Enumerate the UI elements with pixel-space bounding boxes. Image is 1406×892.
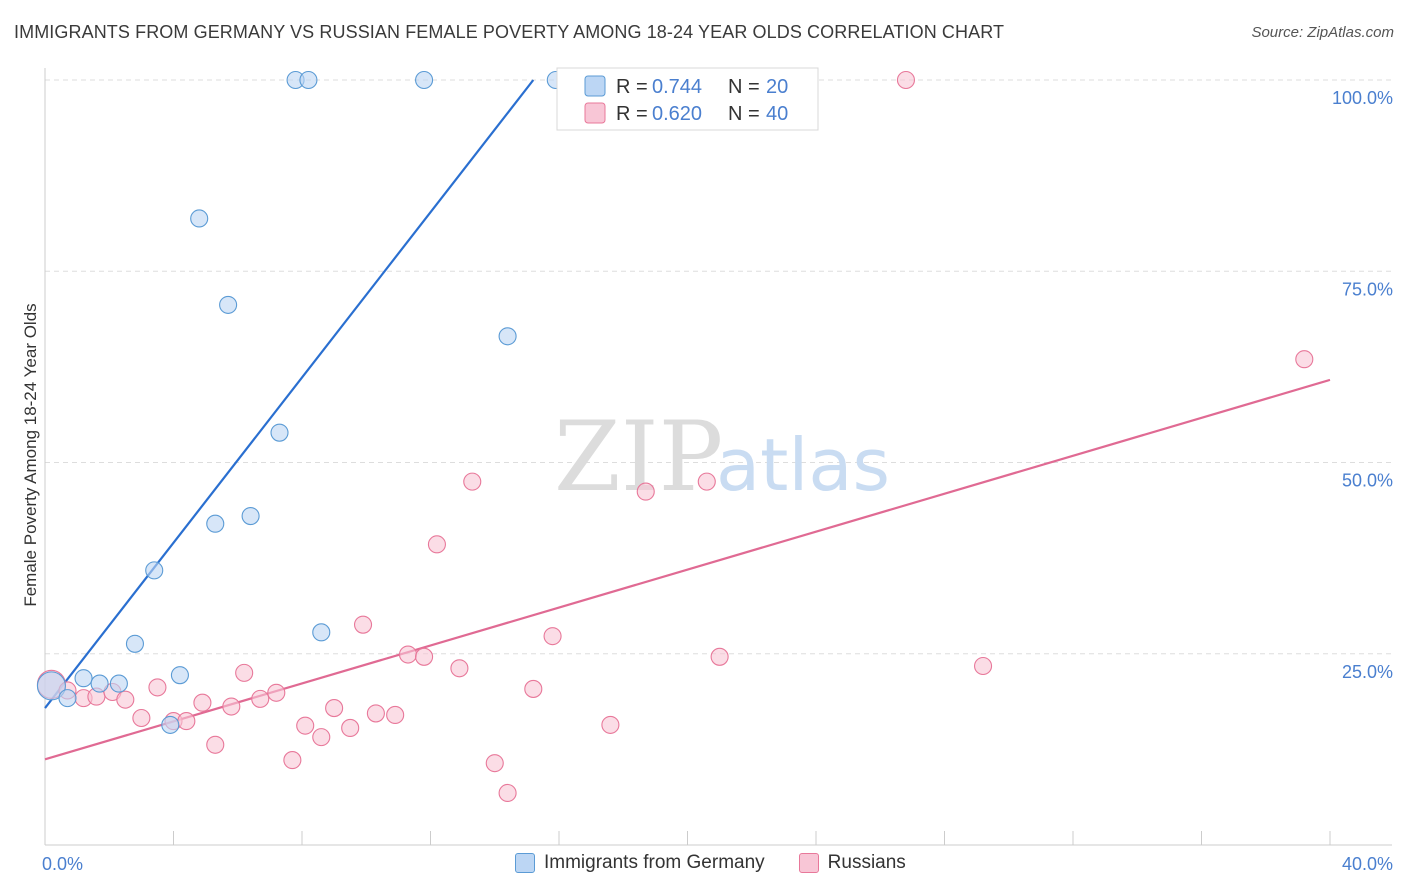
data-point [415, 647, 434, 666]
data-point [341, 718, 360, 738]
data-point [116, 690, 135, 709]
legend-n-label-germany: N = [728, 76, 760, 98]
data-point [206, 735, 225, 754]
data-point [710, 647, 729, 666]
chart-title: IMMIGRANTS FROM GERMANY VS RUSSIAN FEMAL… [14, 22, 1005, 42]
legend-swatch-germany [584, 75, 606, 97]
data-point [543, 627, 562, 646]
legend-r-value-russians: 0.620 [652, 103, 702, 125]
watermark: ZIP atlas [554, 401, 890, 513]
y-tick-label: 100.0% [1332, 88, 1393, 108]
legend-n-value-germany: 20 [766, 76, 788, 98]
legend-label-germany: Immigrants from Germany [544, 852, 765, 873]
data-point [697, 472, 716, 491]
data-points [36, 70, 1314, 803]
data-point [415, 70, 434, 90]
data-point [283, 751, 302, 770]
data-point [219, 295, 238, 314]
data-point [74, 669, 93, 688]
data-point [896, 70, 916, 90]
axes [44, 68, 1392, 846]
legend-item-russians[interactable]: Russians [798, 852, 906, 874]
data-point [125, 634, 144, 653]
data-point [161, 715, 180, 734]
legend-n-value-russians: 40 [766, 103, 788, 125]
data-point [353, 615, 373, 634]
data-point [170, 666, 189, 685]
y-tick-label: 50.0% [1342, 471, 1393, 491]
data-point [58, 689, 77, 708]
data-point [36, 671, 66, 701]
data-point [235, 663, 254, 682]
y-axis-label: Female Poverty Among 18-24 Year Olds [21, 303, 40, 606]
data-point [450, 659, 469, 678]
data-point [636, 482, 655, 501]
data-point [601, 715, 620, 734]
data-point [241, 506, 260, 526]
correlation-legend: R = 0.744 N = 20 R = 0.620 N = 40 [556, 67, 819, 131]
watermark-atlas: atlas [716, 423, 890, 507]
data-point [1295, 350, 1314, 369]
data-point [90, 674, 109, 693]
data-point [366, 704, 385, 723]
data-point [299, 70, 318, 90]
gridlines [45, 79, 1392, 655]
data-point [524, 679, 543, 698]
data-point [296, 716, 315, 735]
data-point [973, 656, 993, 676]
data-point [312, 728, 331, 747]
data-point [270, 423, 289, 442]
data-point [398, 645, 418, 664]
legend-r-label-germany: R = [616, 76, 648, 98]
legend-r-label-russians: R = [616, 103, 648, 125]
source-label: Source: ZipAtlas.com [1251, 24, 1394, 41]
legend-swatch-russians-bottom [798, 853, 819, 873]
data-point [485, 754, 504, 773]
data-point [193, 693, 212, 712]
data-point [190, 209, 209, 228]
legend-r-value-germany: 0.744 [652, 76, 702, 98]
data-point [498, 327, 517, 346]
legend-swatch-russians [584, 102, 606, 124]
legend-item-germany[interactable]: Immigrants from Germany [515, 852, 765, 874]
data-point [463, 472, 482, 491]
y-tick-label: 25.0% [1342, 662, 1393, 682]
y-tick-label: 75.0% [1342, 279, 1393, 299]
data-point [145, 561, 164, 580]
data-point [427, 535, 446, 554]
data-point [222, 697, 241, 716]
legend-swatch-germany-bottom [515, 853, 535, 873]
data-point [132, 708, 151, 728]
trend-line [44, 79, 535, 709]
tick-labels: 25.0% 50.0% 75.0% 100.0% 0.0% 40.0% [42, 88, 1393, 874]
legend-n-label-russians: N = [728, 103, 760, 125]
data-point [312, 623, 331, 642]
legend-label-russians: Russians [827, 852, 906, 873]
data-point [177, 712, 196, 731]
series-legend: Immigrants from Germany Russians [515, 852, 940, 874]
data-point [251, 689, 270, 708]
data-point [109, 674, 128, 693]
data-point [148, 678, 167, 697]
data-point [267, 683, 286, 702]
data-point [206, 514, 225, 533]
x-tick-label: 40.0% [1342, 854, 1393, 874]
x-tick-label: 0.0% [42, 854, 83, 874]
data-point [325, 699, 344, 718]
data-point [498, 783, 517, 803]
data-point [386, 705, 405, 725]
